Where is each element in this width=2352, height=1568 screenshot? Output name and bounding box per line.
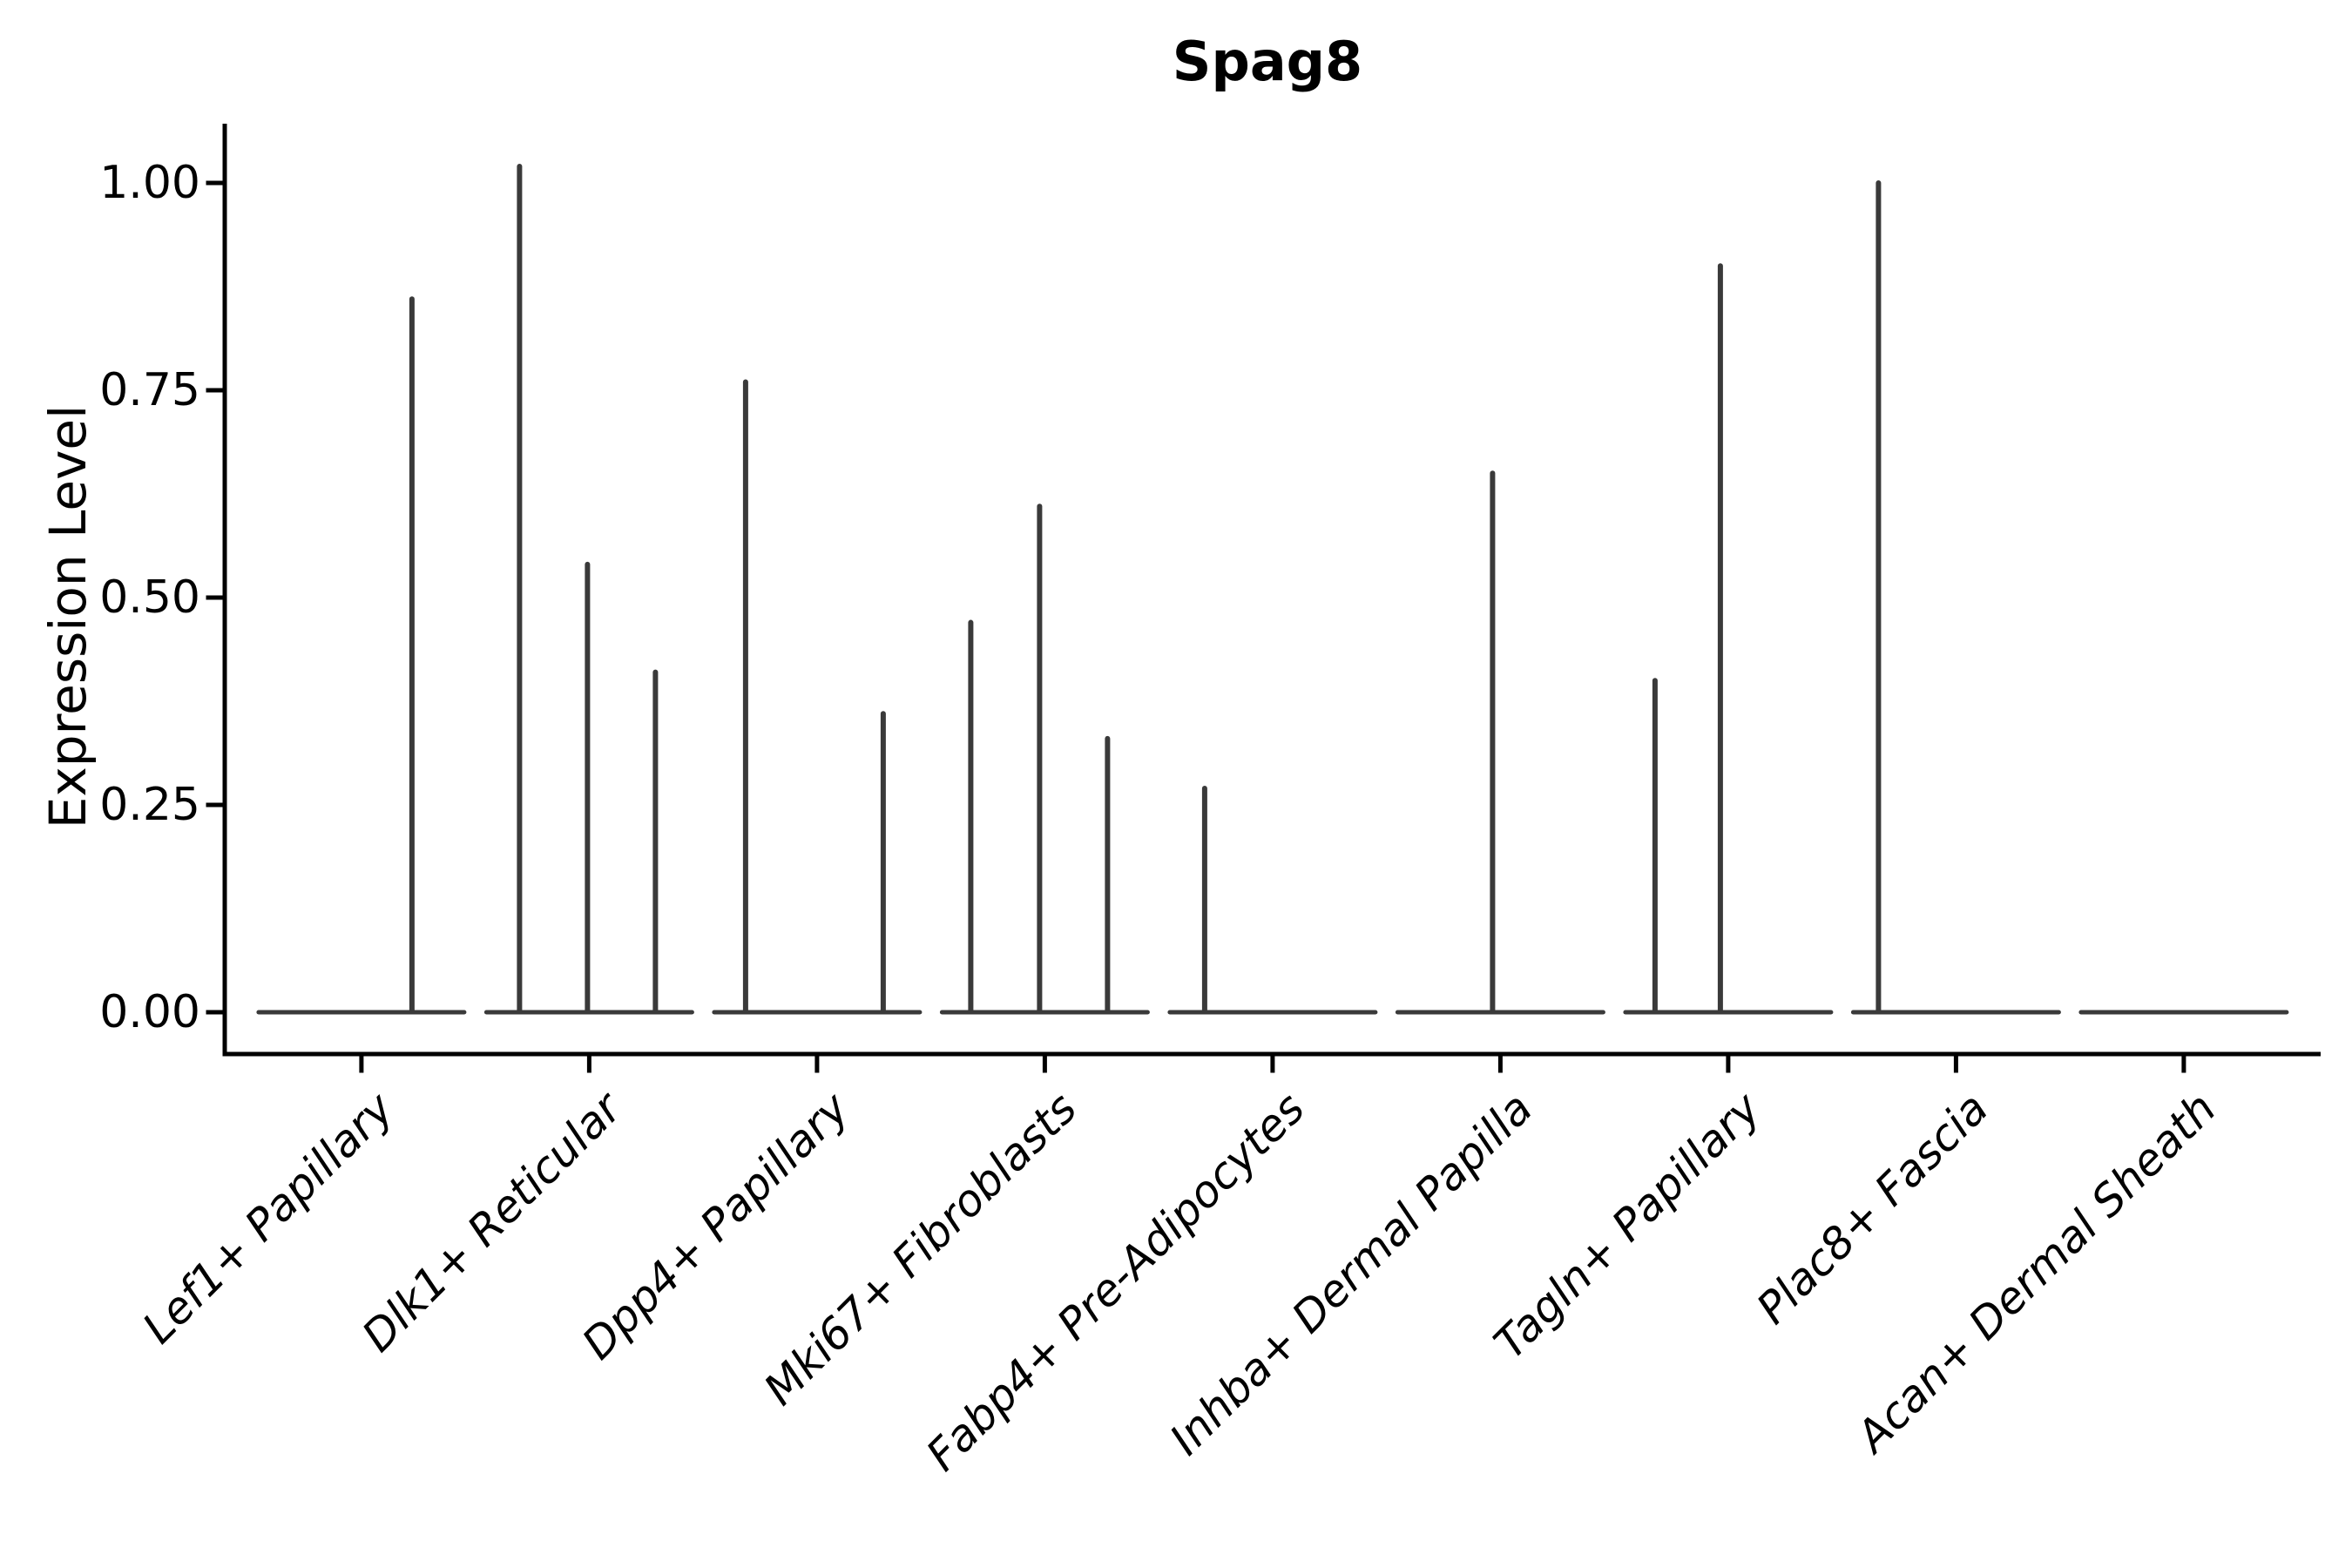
y-tick-label: 1.00 (99, 157, 200, 209)
chart-title: Spag8 (1172, 30, 1363, 93)
y-tick-label: 0.00 (99, 986, 200, 1038)
y-tick-label: 0.75 (99, 364, 200, 416)
y-tick-label: 0.50 (99, 571, 200, 624)
y-tick-label: 0.25 (99, 779, 200, 831)
